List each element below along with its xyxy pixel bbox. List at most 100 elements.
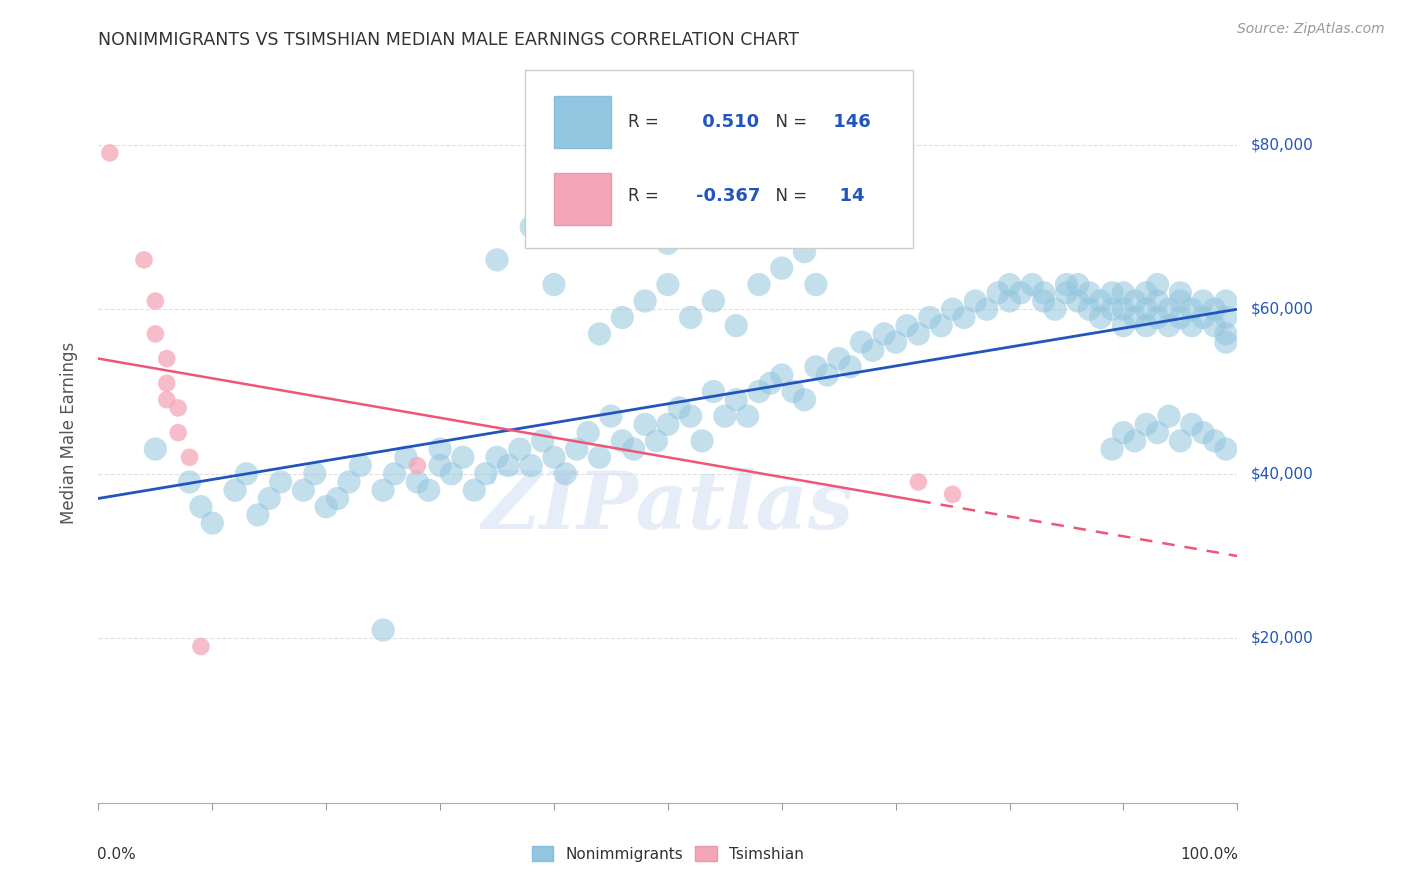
Point — [1170, 293, 1192, 308]
Point — [748, 384, 770, 399]
Text: NONIMMIGRANTS VS TSIMSHIAN MEDIAN MALE EARNINGS CORRELATION CHART: NONIMMIGRANTS VS TSIMSHIAN MEDIAN MALE E… — [98, 31, 800, 49]
Point — [315, 500, 337, 514]
Point — [531, 434, 554, 448]
Point — [543, 277, 565, 292]
Point — [1181, 302, 1204, 317]
Point — [612, 434, 634, 448]
Point — [292, 483, 315, 498]
Point — [1192, 425, 1215, 440]
Point — [600, 409, 623, 424]
Point — [451, 450, 474, 465]
Point — [156, 392, 179, 407]
Point — [987, 285, 1010, 300]
Point — [429, 442, 451, 456]
Point — [179, 450, 201, 465]
Point — [929, 318, 952, 333]
Point — [998, 293, 1021, 308]
Point — [1215, 442, 1237, 456]
Point — [782, 384, 804, 399]
Point — [259, 491, 281, 506]
Point — [326, 491, 349, 506]
Point — [395, 450, 418, 465]
Text: R =: R = — [628, 112, 664, 130]
Point — [953, 310, 976, 325]
Point — [1032, 285, 1054, 300]
Point — [371, 483, 394, 498]
Point — [418, 483, 440, 498]
Point — [1090, 293, 1112, 308]
Point — [759, 376, 782, 391]
Point — [156, 351, 179, 366]
Point — [1067, 277, 1090, 292]
Text: ZIPatlas: ZIPatlas — [482, 468, 853, 545]
Point — [873, 326, 896, 341]
Point — [1204, 302, 1226, 317]
Point — [1078, 285, 1101, 300]
Point — [520, 458, 543, 473]
Legend: Nonimmigrants, Tsimshian: Nonimmigrants, Tsimshian — [524, 838, 811, 869]
Point — [1146, 293, 1168, 308]
Point — [1112, 302, 1135, 317]
Point — [1170, 285, 1192, 300]
Point — [690, 434, 713, 448]
Point — [679, 409, 702, 424]
Point — [98, 145, 121, 160]
Point — [1054, 285, 1078, 300]
Point — [246, 508, 269, 522]
Point — [1146, 310, 1168, 325]
Text: $20,000: $20,000 — [1251, 631, 1315, 646]
Point — [1043, 302, 1066, 317]
Point — [634, 293, 657, 308]
Point — [156, 376, 179, 391]
Point — [132, 252, 155, 267]
Point — [918, 310, 941, 325]
Text: $80,000: $80,000 — [1251, 137, 1315, 153]
Point — [1181, 417, 1204, 432]
Point — [737, 409, 759, 424]
Point — [725, 392, 748, 407]
Point — [942, 302, 965, 317]
Point — [1112, 318, 1135, 333]
Point — [702, 384, 724, 399]
Text: 146: 146 — [827, 112, 872, 130]
Point — [1101, 442, 1123, 456]
Point — [520, 219, 543, 234]
Point — [1010, 285, 1032, 300]
Point — [1135, 285, 1157, 300]
Text: N =: N = — [765, 112, 807, 130]
Point — [884, 335, 907, 350]
Point — [429, 458, 451, 473]
Point — [793, 392, 815, 407]
Point — [588, 326, 610, 341]
Point — [657, 277, 679, 292]
Point — [1215, 310, 1237, 325]
Point — [793, 244, 815, 259]
Point — [1157, 302, 1180, 317]
Text: $60,000: $60,000 — [1251, 301, 1315, 317]
Point — [190, 500, 212, 514]
Point — [235, 467, 257, 481]
Point — [976, 302, 998, 317]
Point — [862, 343, 884, 358]
FancyBboxPatch shape — [554, 95, 612, 147]
Text: Source: ZipAtlas.com: Source: ZipAtlas.com — [1237, 22, 1385, 37]
Point — [1157, 409, 1180, 424]
Point — [509, 442, 531, 456]
Text: N =: N = — [765, 186, 807, 204]
Point — [725, 318, 748, 333]
Point — [1032, 293, 1054, 308]
Point — [1112, 425, 1135, 440]
Point — [337, 475, 360, 489]
Point — [1215, 335, 1237, 350]
Point — [804, 277, 827, 292]
Point — [1123, 310, 1146, 325]
Point — [270, 475, 292, 489]
Point — [804, 359, 827, 374]
Point — [167, 425, 190, 440]
Point — [406, 475, 429, 489]
Point — [1192, 310, 1215, 325]
Point — [1090, 310, 1112, 325]
FancyBboxPatch shape — [526, 70, 912, 247]
Point — [498, 458, 520, 473]
Point — [612, 310, 634, 325]
